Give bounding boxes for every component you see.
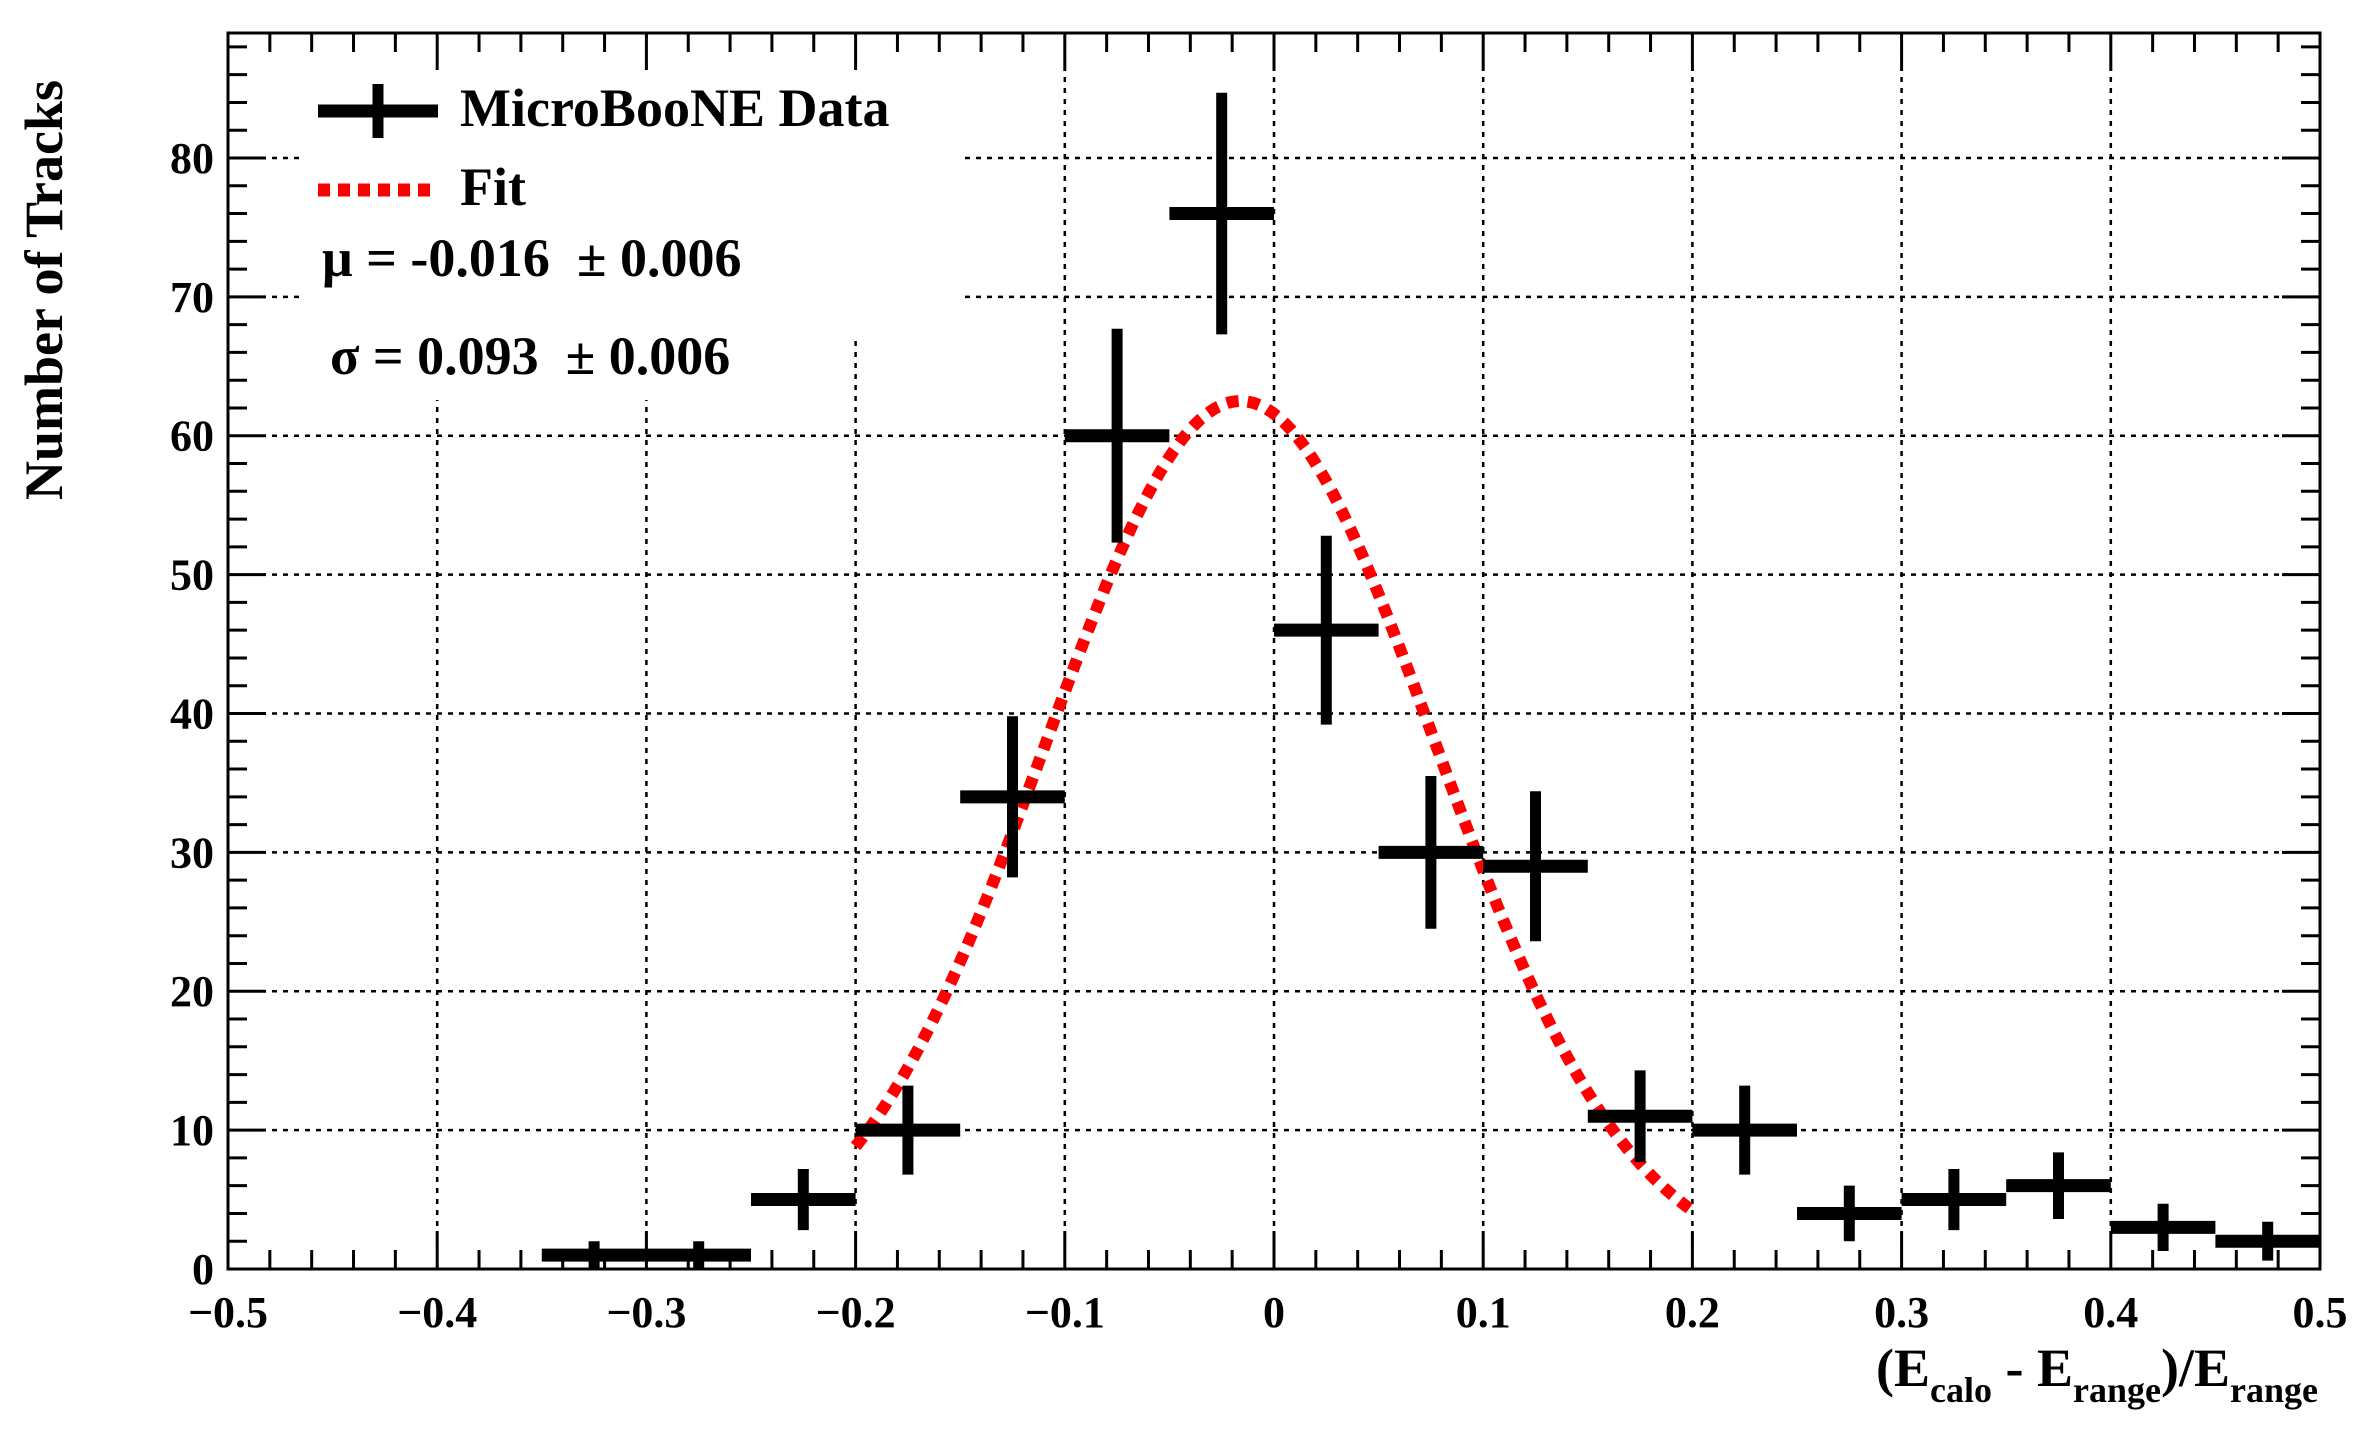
data-point xyxy=(1692,1085,1797,1175)
data-point xyxy=(855,1085,961,1175)
data-point xyxy=(960,716,1065,878)
data-point xyxy=(1797,1185,1902,1242)
fit-parameters-background xyxy=(310,225,850,400)
x-tick-label: −0.4 xyxy=(397,1288,477,1337)
x-tick-label: 0.2 xyxy=(1665,1288,1720,1337)
y-tick-label: 80 xyxy=(170,134,214,183)
y-tick-label: 30 xyxy=(170,828,214,877)
x-axis-title-sub-range: range xyxy=(2073,1370,2161,1410)
y-tick-label: 20 xyxy=(170,967,214,1016)
y-tick-label: 10 xyxy=(170,1106,214,1155)
legend-data-label: MicroBooNE Data xyxy=(460,78,889,138)
x-axis-title-part: - E xyxy=(1992,1338,2073,1398)
data-point xyxy=(646,1241,751,1269)
sigma-annotation: σ = 0.093 ± 0.006 xyxy=(330,326,730,386)
fit-parameters: μ = -0.016 ± 0.006 σ = 0.093 ± 0.006 xyxy=(310,225,850,400)
legend-fit-label: Fit xyxy=(460,157,526,217)
y-tick-label: 60 xyxy=(170,412,214,461)
data-points xyxy=(541,92,2320,1269)
y-tick-label: 40 xyxy=(170,689,214,738)
fit-curve-group xyxy=(850,394,1696,1216)
tick-labels: −0.5 −0.4 −0.3 −0.2 −0.1 0 0.1 0.2 0.3 0.4 0.5 0 10 2… xyxy=(170,134,2348,1337)
axis-ticks xyxy=(226,33,2322,1271)
data-point xyxy=(1901,1169,2007,1231)
x-tick-label: 0 xyxy=(1263,1288,1285,1337)
data-point xyxy=(1274,535,1379,725)
y-tick-label: 50 xyxy=(170,551,214,600)
x-axis-title-part: )/E xyxy=(2161,1338,2230,1398)
y-tick-label: 70 xyxy=(170,273,214,322)
x-axis-title-sub-calo: calo xyxy=(1930,1370,1992,1410)
data-point xyxy=(1587,1070,1693,1163)
data-point xyxy=(2215,1221,2320,1261)
data-point xyxy=(1169,92,1274,335)
x-tick-label: 0.1 xyxy=(1456,1288,1511,1337)
data-point xyxy=(1064,328,1170,543)
x-tick-label: −0.2 xyxy=(816,1288,896,1337)
x-tick-label: 0.3 xyxy=(1874,1288,1929,1337)
data-point xyxy=(2110,1203,2216,1251)
y-tick-label: 0 xyxy=(192,1245,214,1294)
mu-annotation: μ = -0.016 ± 0.006 xyxy=(322,228,742,288)
x-axis-title: (Ecalo - Erange)/Erange xyxy=(1876,1338,2318,1410)
x-axis-title-part: (E xyxy=(1876,1338,1930,1398)
data-point xyxy=(751,1169,856,1231)
data-point xyxy=(1483,791,1588,942)
x-tick-label: −0.1 xyxy=(1025,1288,1105,1337)
x-tick-label: −0.3 xyxy=(606,1288,686,1337)
data-point xyxy=(2006,1152,2111,1220)
grid-lines xyxy=(228,33,2320,1269)
y-axis-title: Number of Tracks xyxy=(14,80,74,500)
data-point xyxy=(1378,775,1484,929)
data-point xyxy=(541,1241,647,1269)
x-tick-label: −0.5 xyxy=(188,1288,268,1337)
x-axis-title-sub-range-2: range xyxy=(2230,1370,2318,1410)
x-tick-label: 0.4 xyxy=(2083,1288,2138,1337)
x-tick-label: 0.5 xyxy=(2293,1288,2348,1337)
fit-curve xyxy=(850,394,1696,1216)
